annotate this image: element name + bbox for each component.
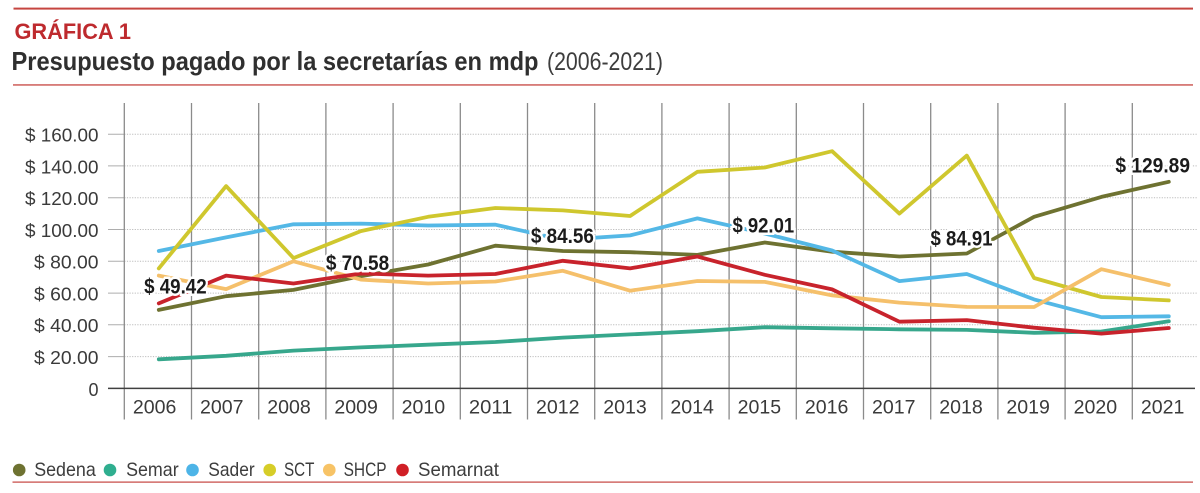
svg-text:$ 129.89: $ 129.89 [1115, 153, 1190, 177]
svg-text:(2006-2021): (2006-2021) [547, 48, 663, 76]
svg-text:$ 70.58: $ 70.58 [326, 251, 389, 275]
svg-text:$ 84.91: $ 84.91 [930, 227, 992, 251]
svg-text:2010: 2010 [402, 398, 446, 419]
svg-text:2009: 2009 [334, 398, 378, 419]
svg-text:2021: 2021 [1141, 398, 1185, 419]
svg-text:$ 120.00: $ 120.00 [25, 189, 99, 209]
svg-text:$ 80.00: $ 80.00 [34, 253, 99, 273]
svg-text:$ 49.42: $ 49.42 [144, 275, 207, 299]
svg-text:$ 49.42: $ 49.42 [144, 275, 207, 299]
svg-text:2017: 2017 [872, 398, 916, 419]
svg-text:2018: 2018 [939, 398, 983, 419]
svg-text:2013: 2013 [603, 398, 647, 419]
svg-text:$ 84.56: $ 84.56 [531, 224, 594, 248]
svg-text:2008: 2008 [267, 398, 311, 419]
svg-text:SCT: SCT [284, 459, 314, 481]
svg-text:$ 70.58: $ 70.58 [326, 251, 389, 275]
svg-text:$ 20.00: $ 20.00 [34, 348, 99, 368]
svg-text:GRÁFICA 1: GRÁFICA 1 [15, 19, 132, 44]
svg-text:Presupuesto pagado por la secr: Presupuesto pagado por la secretarías en… [12, 46, 539, 76]
svg-text:2006: 2006 [133, 398, 177, 419]
svg-text:2015: 2015 [738, 398, 782, 419]
svg-text:$ 100.00: $ 100.00 [25, 221, 99, 241]
svg-text:2020: 2020 [1074, 398, 1118, 419]
svg-text:SHCP: SHCP [344, 459, 387, 481]
svg-text:2011: 2011 [469, 398, 513, 419]
svg-text:2016: 2016 [805, 398, 849, 419]
svg-text:$ 160.00: $ 160.00 [25, 126, 99, 146]
svg-text:2007: 2007 [200, 398, 244, 419]
svg-text:2014: 2014 [670, 398, 714, 419]
svg-text:Sader: Sader [208, 459, 255, 481]
svg-text:$ 140.00: $ 140.00 [25, 157, 99, 177]
svg-text:$ 60.00: $ 60.00 [34, 285, 99, 305]
svg-text:Semar: Semar [126, 459, 179, 481]
svg-text:$ 92.01: $ 92.01 [732, 213, 794, 237]
svg-text:$ 84.56: $ 84.56 [531, 224, 594, 248]
svg-text:2012: 2012 [536, 398, 580, 419]
svg-text:0: 0 [88, 380, 98, 400]
svg-text:Sedena: Sedena [34, 459, 96, 481]
svg-text:$ 84.91: $ 84.91 [930, 227, 992, 251]
svg-text:$ 129.89: $ 129.89 [1115, 153, 1190, 177]
svg-text:$ 40.00: $ 40.00 [34, 316, 99, 336]
svg-text:Semarnat: Semarnat [418, 459, 500, 481]
svg-text:2019: 2019 [1006, 398, 1050, 419]
svg-text:$ 92.01: $ 92.01 [732, 213, 794, 237]
